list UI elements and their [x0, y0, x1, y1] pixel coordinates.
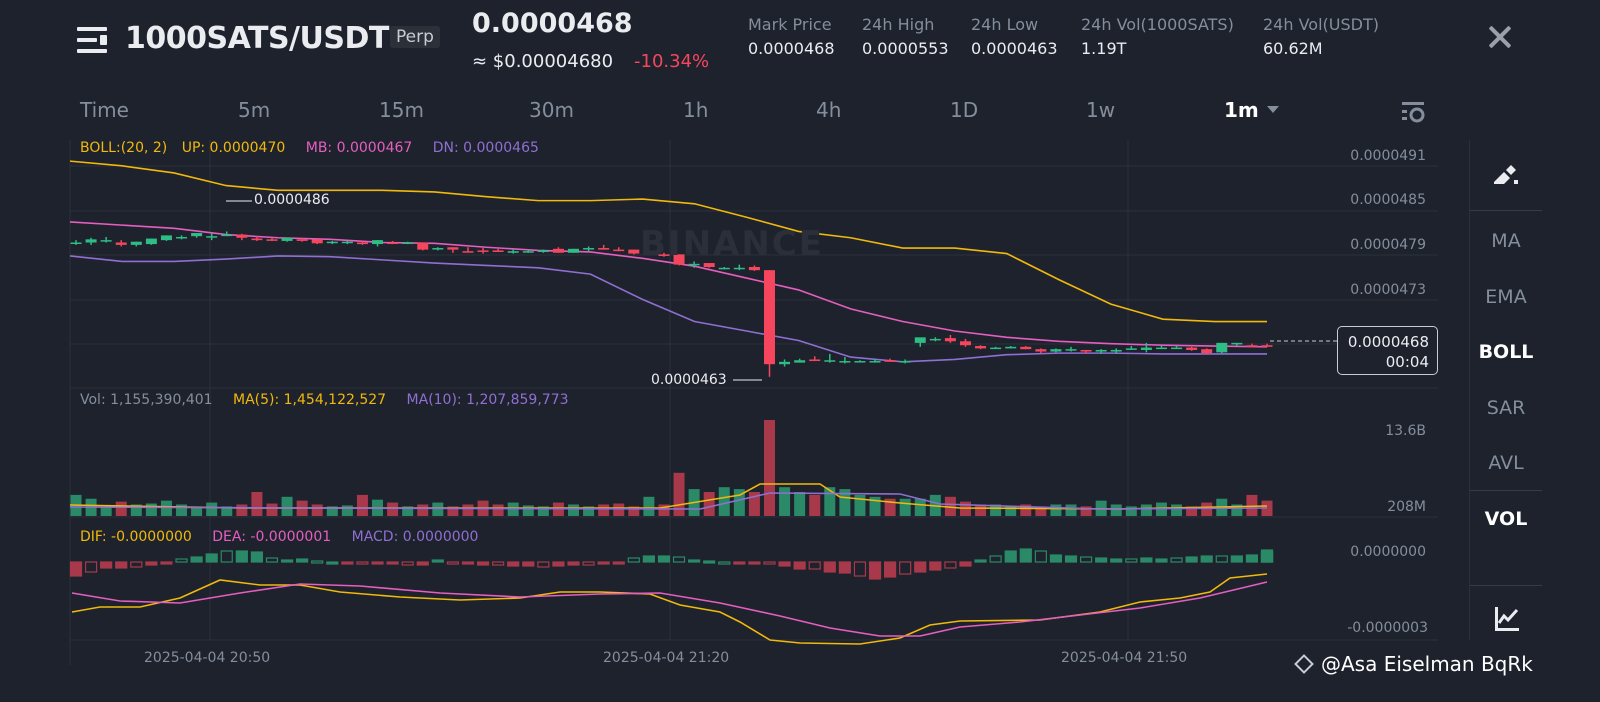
low-annotation: 0.0000463 [651, 372, 727, 388]
vol-axis-label: 208M [1387, 499, 1426, 515]
macd-dea: DEA: -0.0000001 [212, 529, 332, 545]
time-axis-label: 2025-04-04 21:50 [1061, 650, 1188, 666]
vol-legend: Vol: 1,155,390,401 MA(5): 1,454,122,527 … [80, 392, 579, 408]
current-price-tag: 0.0000468 00:04 [1337, 326, 1438, 375]
macd-axis-label: 0.0000000 [1350, 544, 1426, 560]
price-axis-label: 0.0000485 [1350, 192, 1426, 208]
header: 1000SATS/USDT Perp 0.0000468 ≈ $0.000046… [0, 0, 1600, 88]
sidebar-divider [1469, 140, 1470, 640]
sidebar-item-ma[interactable]: MA [1491, 230, 1521, 252]
tab-5m[interactable]: 5m [238, 98, 271, 122]
timeframe-tabs: Time 5m 15m 30m 1h 4h 1D 1w 1m [0, 94, 1460, 130]
vol-current: Vol: 1,155,390,401 [80, 392, 213, 408]
boll-name: BOLL:(20, 2) [80, 140, 168, 156]
tab-1m-active[interactable]: 1m [1224, 98, 1279, 122]
boll-legend: BOLL:(20, 2) UP: 0.0000470 MB: 0.0000467… [80, 140, 549, 156]
author-watermark: @Asa Eiselman BqRk [1294, 652, 1533, 676]
binance-watermark: BINANCE [640, 224, 824, 264]
stat-label: Mark Price [748, 15, 832, 34]
boll-dn: DN: 0.0000465 [432, 140, 539, 156]
stat-label: 24h Low [971, 15, 1039, 34]
price-axis-label: 0.0000473 [1350, 282, 1426, 298]
vol-ma5: MA(5): 1,454,122,527 [233, 392, 387, 408]
boll-up: UP: 0.0000470 [181, 140, 286, 156]
tab-30m[interactable]: 30m [529, 98, 574, 122]
time-axis-label: 2025-04-04 20:50 [144, 650, 271, 666]
stat-label: 24h High [862, 15, 935, 34]
tab-15m[interactable]: 15m [379, 98, 424, 122]
stat-24h-high: 24h High 0.0000553 [862, 15, 949, 58]
chevron-down-icon [1266, 106, 1279, 113]
stat-24h-vol-quote: 24h Vol(USDT) 60.62M [1263, 15, 1379, 58]
stat-24h-vol-base: 24h Vol(1000SATS) 1.19T [1081, 15, 1234, 58]
last-price: 0.0000468 [472, 8, 633, 39]
price-axis-label: 0.0000479 [1350, 237, 1426, 253]
chart-settings-icon[interactable] [1400, 100, 1426, 124]
contract-type-badge: Perp [390, 26, 440, 48]
tab-1w[interactable]: 1w [1086, 98, 1116, 122]
stat-value: 0.0000553 [862, 39, 949, 58]
time-axis-label: 2025-04-04 21:20 [603, 650, 730, 666]
change-percent: -10.34% [634, 51, 710, 72]
candlestick-chart[interactable] [0, 0, 1470, 702]
vol-ma10: MA(10): 1,207,859,773 [406, 392, 569, 408]
indicator-sidebar: MA EMA BOLL SAR AVL VOL [1470, 140, 1600, 680]
tab-time[interactable]: Time [80, 98, 129, 122]
macd-value: MACD: 0.0000000 [351, 529, 479, 545]
stat-value: 60.62M [1263, 39, 1323, 58]
boll-mb: MB: 0.0000467 [305, 140, 413, 156]
stat-value: 0.0000463 [971, 39, 1058, 58]
stat-label: 24h Vol(1000SATS) [1081, 15, 1234, 34]
tab-label: 1m [1224, 98, 1259, 122]
close-icon[interactable] [1485, 22, 1515, 52]
menu-icon[interactable] [77, 27, 107, 53]
symbol-title[interactable]: 1000SATS/USDT [125, 21, 389, 56]
tab-1d[interactable]: 1D [950, 98, 979, 122]
high-annotation: 0.0000486 [254, 192, 330, 208]
current-price: 0.0000468 [1347, 333, 1429, 351]
macd-legend: DIF: -0.0000000 DEA: -0.0000001 MACD: 0.… [80, 529, 488, 545]
sidebar-item-sar[interactable]: SAR [1486, 397, 1526, 419]
macd-axis-label: -0.0000003 [1347, 620, 1428, 636]
stat-24h-low: 24h Low 0.0000463 [971, 15, 1058, 58]
stat-value: 1.19T [1081, 39, 1127, 58]
watermark-text: @Asa Eiselman BqRk [1321, 652, 1533, 676]
tab-1h[interactable]: 1h [683, 98, 709, 122]
stat-mark-price: Mark Price 0.0000468 [748, 15, 835, 58]
stat-label: 24h Vol(USDT) [1263, 15, 1379, 34]
indicator-chart-icon[interactable] [1493, 605, 1521, 633]
draw-tool-icon[interactable] [1490, 158, 1522, 188]
macd-dif: DIF: -0.0000000 [80, 529, 192, 545]
sidebar-item-avl[interactable]: AVL [1488, 452, 1524, 474]
tab-4h[interactable]: 4h [816, 98, 842, 122]
sidebar-item-boll[interactable]: BOLL [1478, 341, 1534, 363]
vol-axis-label: 13.6B [1385, 423, 1426, 439]
sidebar-item-ema[interactable]: EMA [1485, 286, 1527, 308]
price-axis-label: 0.0000491 [1350, 148, 1426, 164]
stat-value: 0.0000468 [748, 39, 835, 58]
usd-price: ≈ $0.00004680 [472, 51, 614, 72]
binance-logo-icon [1294, 654, 1314, 674]
sidebar-item-vol[interactable]: VOL [1484, 508, 1528, 530]
candle-countdown: 00:04 [1385, 353, 1429, 371]
